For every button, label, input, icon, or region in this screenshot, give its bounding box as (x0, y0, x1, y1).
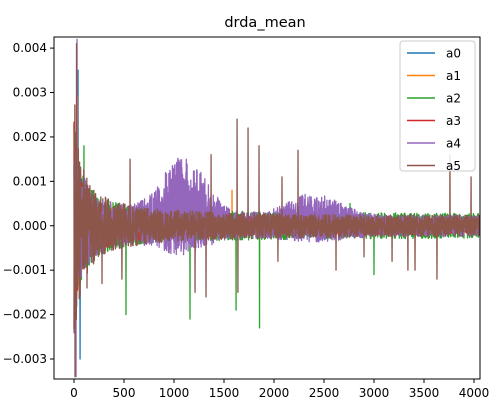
legend-label-a1: a1 (446, 69, 461, 83)
y-tick-label: 0.001 (13, 174, 47, 188)
legend-label-a0: a0 (446, 47, 461, 61)
y-tick-label: 0.000 (13, 219, 47, 233)
y-tick-label: −0.001 (3, 263, 47, 277)
legend-label-a5: a5 (446, 159, 461, 173)
x-tick-label: 1000 (159, 386, 190, 400)
legend-label-a3: a3 (446, 114, 461, 128)
y-tick-label: 0.002 (13, 130, 47, 144)
x-tick-label: 4000 (459, 386, 490, 400)
x-tick-label: 2500 (309, 386, 340, 400)
x-tick-label: 0 (70, 386, 78, 400)
x-tick-label: 3500 (409, 386, 440, 400)
y-tick-label: −0.002 (3, 308, 47, 322)
y-tick-label: 0.004 (13, 41, 47, 55)
plot-frame (53, 36, 481, 380)
series-line-a5 (73, 43, 480, 378)
x-tick-label: 3000 (359, 386, 390, 400)
y-tick-label: −0.003 (3, 352, 47, 366)
series-layer (73, 38, 480, 378)
chart-title: drda_mean (224, 15, 305, 31)
x-tick-label: 500 (113, 386, 136, 400)
legend-label-a2: a2 (446, 92, 461, 106)
x-tick-label: 2000 (259, 386, 290, 400)
legend-label-a4: a4 (446, 137, 461, 151)
x-tick-label: 1500 (209, 386, 240, 400)
y-axis: −0.003 −0.002 −0.001 0.000 0.001 0.002 0.003 0.… (3, 41, 54, 366)
x-axis: 0 500 1000 1500 2000 2500 3000 3500 4000 (70, 379, 489, 400)
y-tick-label: 0.003 (13, 86, 47, 100)
legend: a0 a1 a2 a3 a4 a5 (399, 40, 476, 173)
legend-box (399, 40, 476, 172)
